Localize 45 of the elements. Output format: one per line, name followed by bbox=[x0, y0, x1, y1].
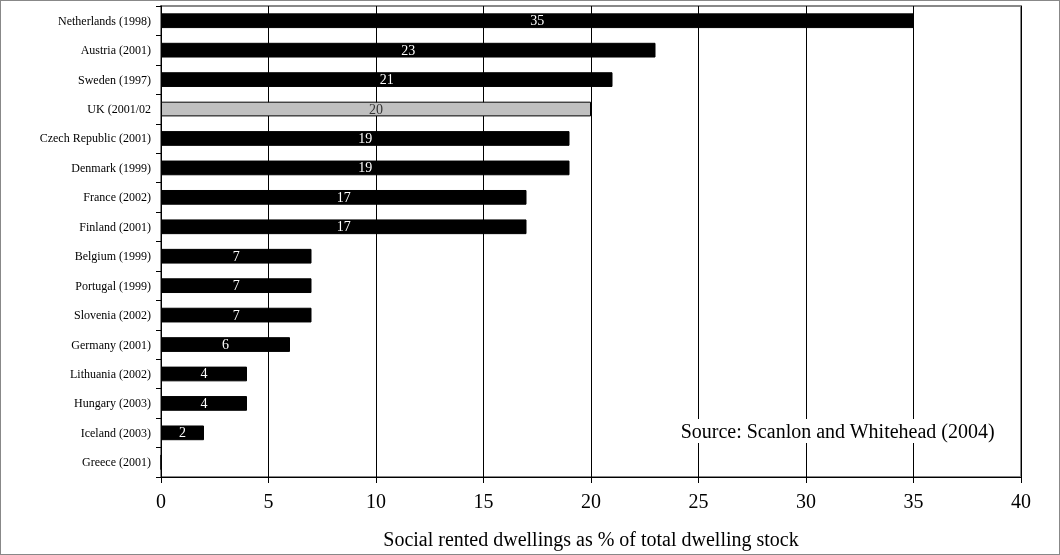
y-tick-label: Lithuania (2002) bbox=[70, 366, 151, 381]
y-tick-label: Sweden (1997) bbox=[78, 72, 151, 87]
y-tick-label: Germany (2001) bbox=[71, 337, 151, 352]
x-tick-label: 30 bbox=[796, 490, 816, 512]
data-label: 17 bbox=[336, 189, 351, 205]
data-label: 7 bbox=[232, 307, 240, 323]
data-label: 19 bbox=[358, 160, 373, 176]
data-label: 23 bbox=[401, 42, 416, 58]
data-label: 4 bbox=[200, 366, 208, 382]
y-tick-label: Czech Republic (2001) bbox=[39, 131, 151, 146]
y-tick-label: Netherlands (1998) bbox=[58, 13, 151, 28]
x-tick-label: 0 bbox=[156, 490, 166, 512]
y-tick-label: Hungary (2003) bbox=[74, 396, 151, 411]
y-tick-label: Belgium (1999) bbox=[74, 249, 151, 264]
bar bbox=[161, 396, 247, 411]
data-label: 7 bbox=[232, 248, 240, 264]
x-tick-label: 10 bbox=[366, 490, 386, 512]
annotation: Source: Scanlon and Whitehead (2004) bbox=[680, 420, 995, 443]
data-label: 21 bbox=[379, 72, 394, 88]
x-tick-label: 40 bbox=[1011, 490, 1031, 512]
bar bbox=[161, 425, 204, 441]
y-tick-label: UK (2001/02 bbox=[87, 102, 151, 117]
data-label: 2 bbox=[179, 425, 186, 441]
y-tick-label: Austria (2001) bbox=[80, 43, 151, 58]
y-tick-label: Iceland (2003) bbox=[80, 425, 151, 440]
data-label: 20 bbox=[369, 101, 383, 117]
y-tick-label: Denmark (1999) bbox=[71, 160, 151, 175]
y-tick-label: Slovenia (2002) bbox=[74, 308, 151, 323]
x-axis-title: Social rented dwellings as % of total dwelling stock bbox=[383, 528, 799, 551]
x-tick-label: 35 bbox=[903, 490, 924, 512]
y-tick-label: Finland (2001) bbox=[79, 219, 151, 234]
y-tick-label: France (2002) bbox=[83, 190, 151, 205]
x-tick-label: 20 bbox=[581, 490, 601, 512]
bar bbox=[161, 366, 247, 382]
data-label: 7 bbox=[232, 278, 240, 294]
x-tick-label: 15 bbox=[473, 490, 494, 512]
data-label: 17 bbox=[336, 219, 351, 235]
y-tick-label: Greece (2001) bbox=[82, 455, 151, 470]
data-label: 19 bbox=[358, 130, 373, 146]
data-label: 6 bbox=[222, 337, 229, 353]
y-tick-label: Portugal (1999) bbox=[75, 278, 151, 293]
data-label: 4 bbox=[200, 395, 208, 411]
x-tick-label: 25 bbox=[688, 490, 709, 512]
data-label: 35 bbox=[530, 13, 545, 29]
x-tick-label: 5 bbox=[263, 490, 274, 512]
